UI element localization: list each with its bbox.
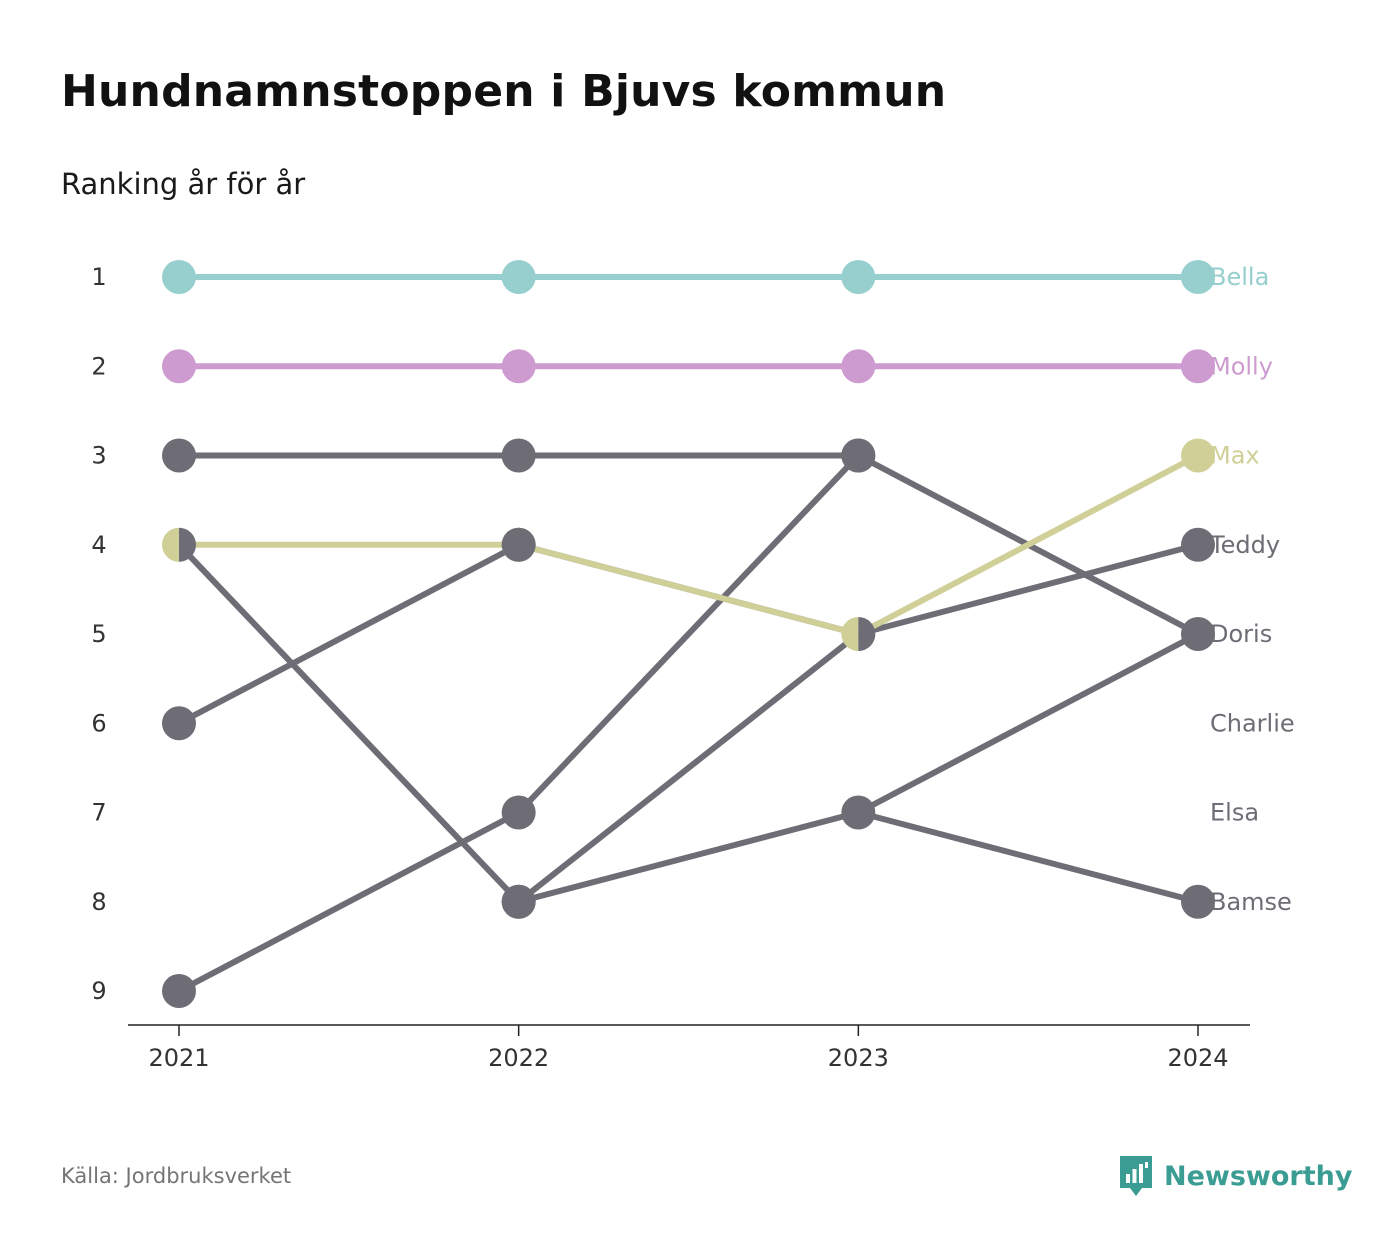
- data-point: [162, 349, 196, 384]
- data-point: [501, 795, 536, 830]
- series-line-segment: [515, 452, 862, 816]
- x-tick-label: 2022: [488, 1044, 549, 1072]
- data-point: [162, 260, 196, 294]
- data-point: [501, 438, 536, 473]
- x-tick-label: 2024: [1167, 1044, 1228, 1072]
- x-axis-ticks: 2021 2022 2023 2024: [148, 1025, 1229, 1072]
- series-label: Charlie: [1210, 709, 1295, 737]
- series-labels: Bella Molly Max Teddy Doris Charlie Elsa Bamse: [1209, 263, 1295, 916]
- data-point: [1181, 527, 1215, 562]
- series-label: Max: [1210, 442, 1260, 470]
- series-label: Teddy: [1209, 531, 1280, 559]
- data-point: [1181, 617, 1215, 651]
- data-point-half-left: [841, 617, 859, 651]
- series-label: Molly: [1210, 352, 1273, 380]
- brand-logo: Newsworthy: [1118, 1154, 1352, 1198]
- data-point-half-right: [858, 617, 876, 651]
- y-tick-label: 4: [91, 531, 106, 559]
- series-line-segment: [855, 452, 1201, 637]
- data-point: [1181, 260, 1215, 294]
- brand-name: Newsworthy: [1164, 1160, 1353, 1192]
- series-line-segment: [855, 541, 1201, 637]
- data-point: [1181, 349, 1215, 384]
- series-points: [162, 260, 1215, 1008]
- data-point: [1181, 884, 1215, 919]
- series-line-segment: [855, 631, 1201, 816]
- y-tick-label: 7: [91, 799, 106, 827]
- series-line-segment: [855, 809, 1201, 905]
- series-lines: [176, 274, 1201, 994]
- chart-title: Hundnamnstoppen i Bjuvs kommun: [61, 66, 947, 117]
- data-point: [501, 527, 536, 562]
- y-tick-label: 6: [91, 709, 106, 737]
- data-point: [162, 438, 196, 473]
- y-tick-label: 1: [91, 263, 106, 291]
- y-tick-label: 9: [91, 977, 106, 1005]
- series-label: Bella: [1210, 263, 1269, 291]
- data-point: [501, 349, 536, 384]
- y-tick-label: 8: [91, 888, 106, 916]
- x-tick-label: 2023: [828, 1044, 889, 1072]
- data-point: [841, 795, 876, 830]
- data-point: [841, 260, 876, 294]
- series-label: Elsa: [1210, 799, 1259, 827]
- series-line-segment: [176, 809, 522, 994]
- source-note: Källa: Jordbruksverket: [61, 1164, 292, 1188]
- chart-subtitle: Ranking år för år: [61, 167, 306, 201]
- series-label: Bamse: [1210, 888, 1292, 916]
- series-line-segment: [515, 541, 862, 637]
- data-point: [501, 884, 536, 919]
- y-tick-label: 5: [91, 620, 106, 648]
- data-point-half-left: [162, 527, 179, 562]
- data-point-half-right: [179, 527, 197, 562]
- data-point: [162, 974, 196, 1008]
- newsworthy-logo-icon: [1120, 1156, 1152, 1196]
- y-tick-label: 2: [91, 352, 106, 380]
- series-line-segment: [515, 809, 862, 905]
- series-label: Doris: [1210, 620, 1272, 648]
- data-point: [162, 706, 196, 741]
- series-line-segment: [176, 541, 522, 727]
- y-tick-label: 3: [91, 442, 106, 470]
- data-point: [1181, 438, 1215, 473]
- x-tick-label: 2021: [148, 1044, 209, 1072]
- series-line-segment: [515, 631, 862, 905]
- data-point: [841, 349, 876, 384]
- series-line-segment: [176, 541, 522, 905]
- y-axis-ticks: 1 2 3 4 5 6 7 8 9: [91, 263, 106, 1005]
- data-point: [841, 438, 876, 473]
- data-point: [501, 260, 536, 294]
